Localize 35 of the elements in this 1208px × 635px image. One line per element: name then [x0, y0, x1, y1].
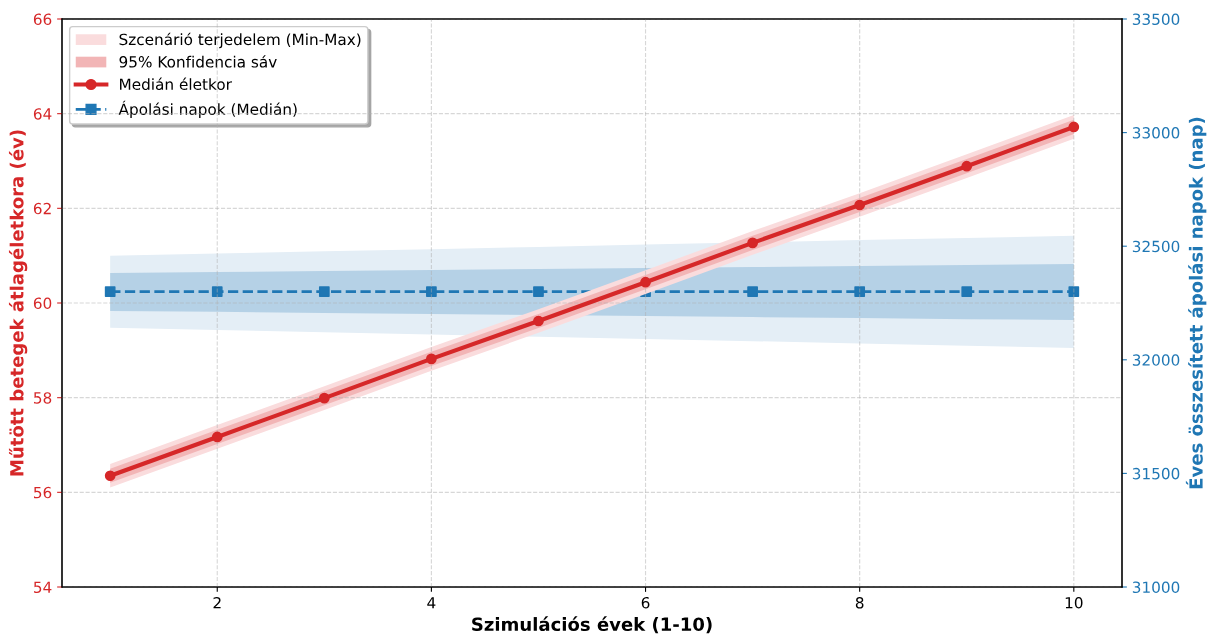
y-axis-title: Műtött betegek átlagéletkora (év) — [8, 130, 28, 476]
legend-label: Medián életkor — [120, 77, 232, 91]
y2-tick-label: 31500 — [1132, 467, 1180, 480]
x-tick-label: 6 — [641, 596, 650, 609]
y-tick-label: 64 — [33, 108, 52, 120]
point — [533, 315, 544, 327]
y2-tick-label: 32000 — [1132, 354, 1180, 366]
point — [1068, 121, 1080, 133]
point — [318, 392, 330, 404]
y-tick-label: 66 — [33, 13, 52, 26]
point — [961, 160, 973, 172]
y2-tick-label: 32500 — [1132, 240, 1180, 253]
point — [747, 237, 758, 249]
x-tick-label: 4 — [427, 597, 436, 609]
y2-tick-label: 31000 — [1132, 581, 1180, 594]
legend-label: 95% Konfidencia sáv — [119, 55, 277, 68]
x-tick-label: 8 — [855, 596, 864, 609]
x-tick-label: 2 — [213, 596, 221, 609]
point — [640, 276, 651, 288]
y-tick-label: 56 — [34, 486, 52, 499]
point — [104, 470, 116, 482]
y-tick-label: 60 — [33, 297, 52, 310]
x-axis-title: Szimulációs évek (1-10) — [472, 616, 712, 634]
y2-tick-label: 33000 — [1132, 127, 1180, 139]
point — [211, 431, 223, 443]
y2-tick-label: 33500 — [1132, 13, 1180, 26]
legend-label: Szcenárió terjedelem (Min-Max) — [119, 32, 361, 49]
y-tick-label: 54 — [34, 581, 52, 594]
y-tick-label: 58 — [34, 392, 52, 404]
y-tick-label: 62 — [33, 202, 51, 215]
y2-axis-title: Éves összesített ápolási napok (nap) — [1185, 117, 1207, 489]
point — [854, 199, 866, 211]
x-tick-label: 10 — [1065, 596, 1083, 609]
point — [426, 353, 437, 365]
legend-label: Ápolási napok (Medián) — [118, 100, 297, 118]
